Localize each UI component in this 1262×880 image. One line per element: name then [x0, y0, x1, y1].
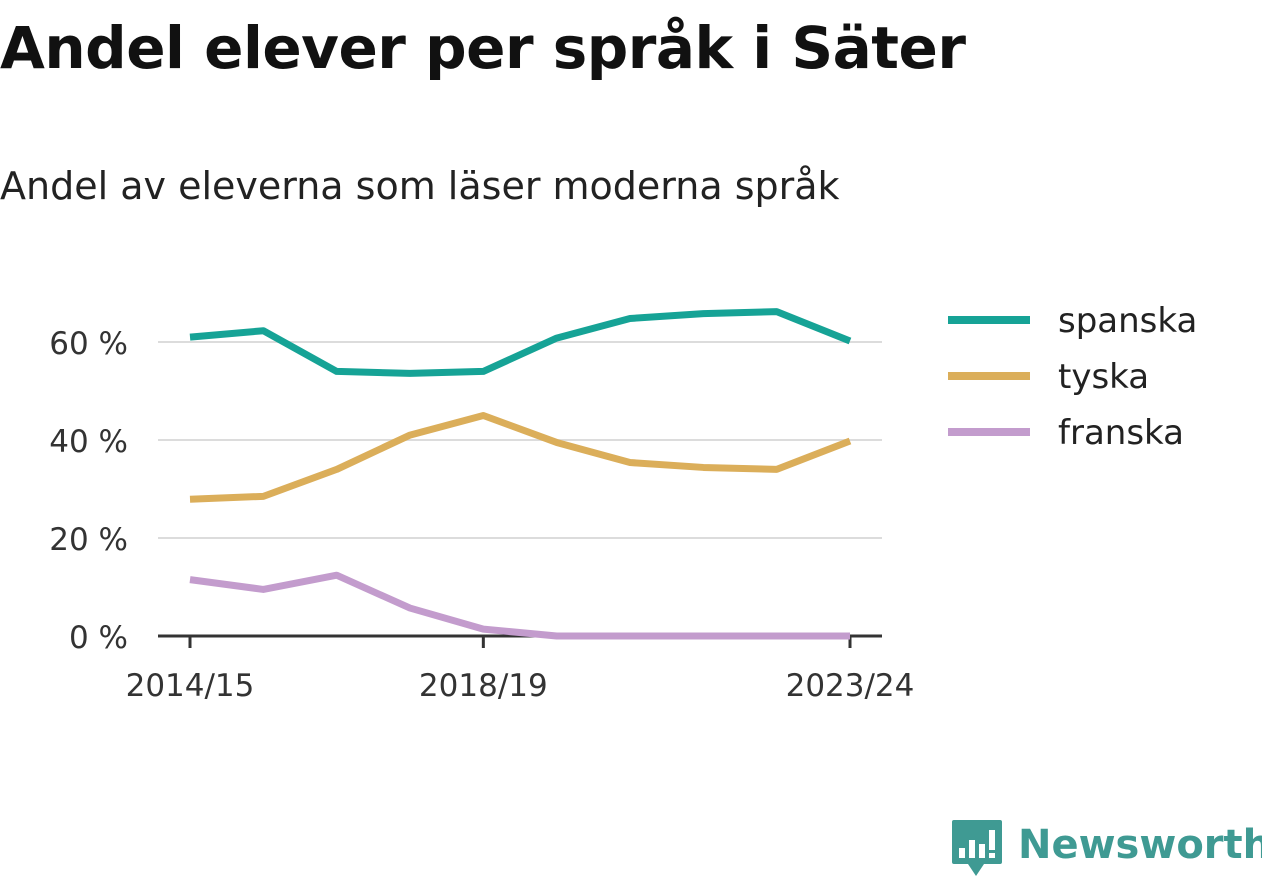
- y-tick-label: 20 %: [49, 522, 128, 558]
- chart-subtitle: Andel av eleverna som läser moderna språ…: [0, 164, 840, 208]
- y-tick-label: 0 %: [69, 620, 128, 656]
- y-tick-label: 40 %: [49, 424, 128, 460]
- legend: spanska tyska franska: [948, 301, 1197, 453]
- newsworthy-logo: Newsworthy: [950, 818, 1262, 880]
- series-line-franska: [189, 571, 850, 640]
- line-chart: 0 % 20 % 40 % 60 % 2014/15 2018/19 2023/24 spa…: [49, 301, 1197, 704]
- x-tick-label: 2023/24: [786, 668, 915, 704]
- chart-title: Andel elever per språk i Säter: [0, 14, 966, 82]
- series-line-tyska: [189, 412, 852, 503]
- legend-label-spanska: spanska: [1058, 301, 1197, 341]
- x-tick-label: 2014/15: [126, 668, 255, 704]
- gridlines: [158, 341, 882, 539]
- brand-name: Newsworthy: [1018, 822, 1262, 868]
- legend-label-franska: franska: [1058, 413, 1184, 453]
- y-tick-label: 60 %: [49, 326, 128, 362]
- x-tick-label: 2018/19: [419, 668, 548, 704]
- axes: 0 % 20 % 40 % 60 % 2014/15 2018/19 2023/24: [49, 326, 914, 704]
- legend-label-tyska: tyska: [1058, 357, 1149, 397]
- series-lines: [189, 308, 852, 640]
- series-line-spanska: [189, 308, 852, 377]
- bar-chart-icon: [952, 820, 1002, 876]
